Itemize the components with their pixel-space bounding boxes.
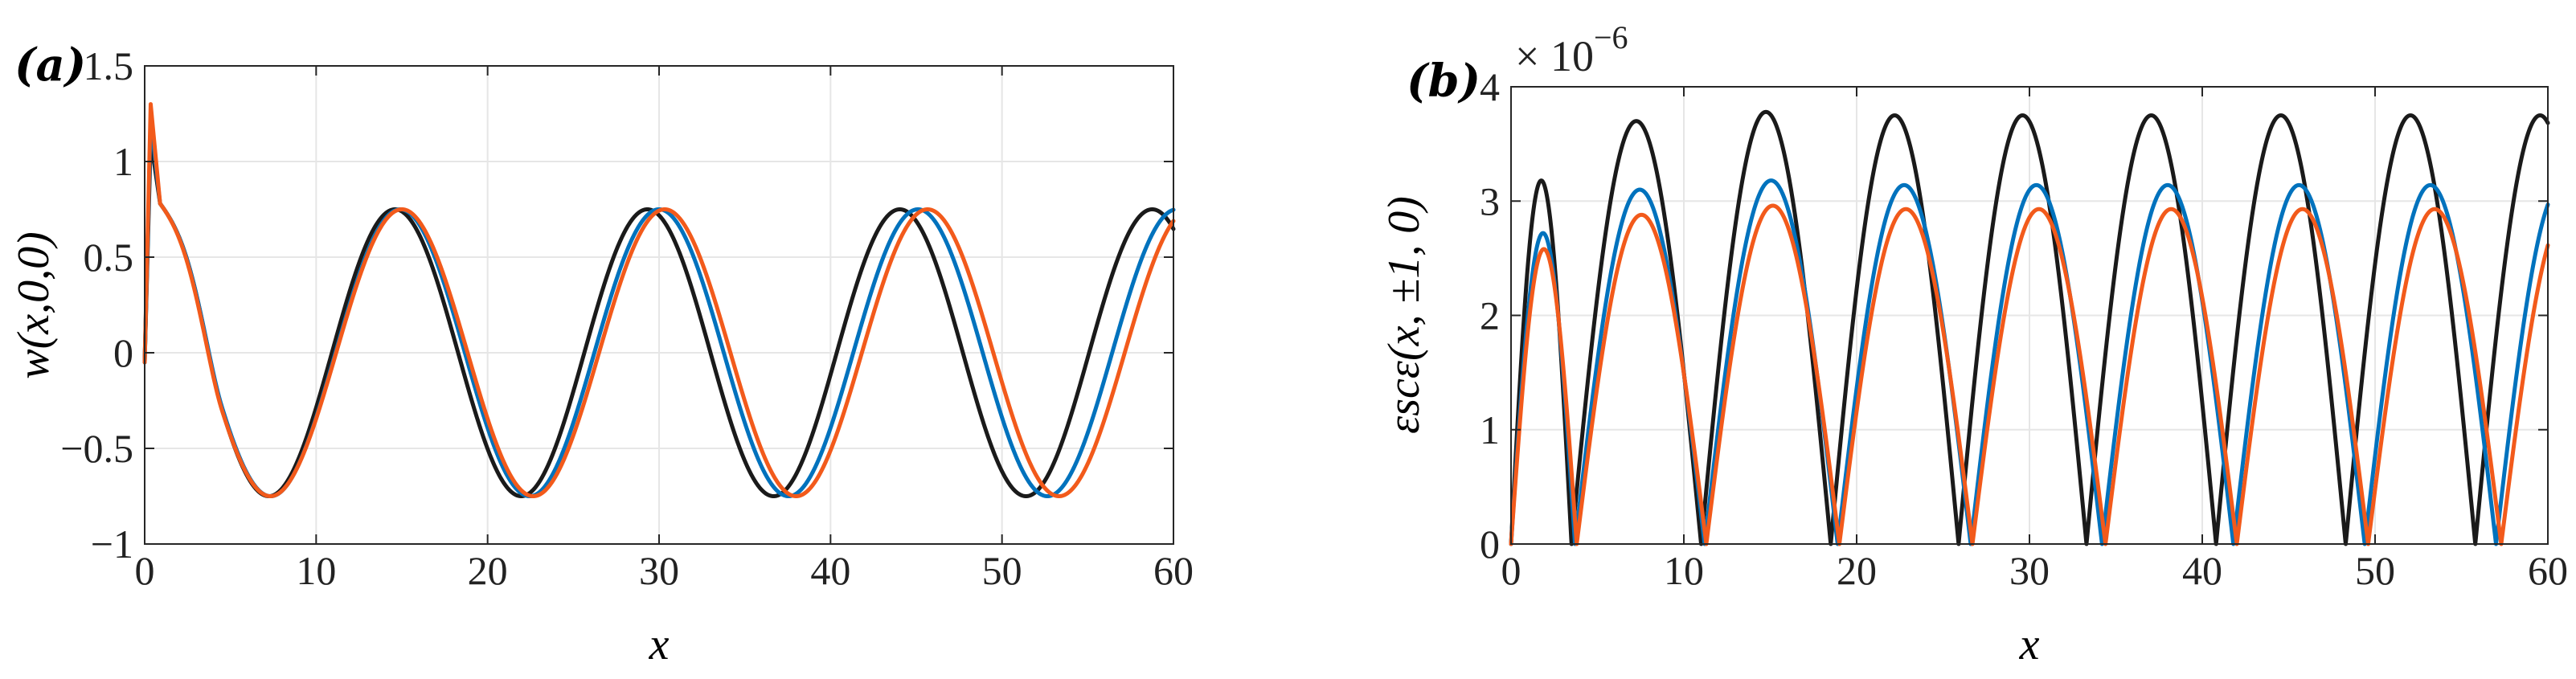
y-axis-label-b: εscε(x, ±1, 0)	[1379, 196, 1429, 434]
ticks-a: 0 10 20 30 40 50 60 −1 −0.5 0 0.5 1 1.5	[60, 43, 1194, 593]
x-tick-label: 40	[2182, 548, 2222, 593]
panel-label-b: (b)	[1407, 55, 1480, 108]
ticks-b: 0 10 20 30 40 50 60 0 1 2 3 4	[1480, 64, 2568, 593]
y-tick-label: 1	[1480, 407, 1500, 452]
x-axis-label-b: x	[2019, 620, 2040, 669]
series-orange-line-b	[1509, 203, 2550, 546]
y-tick-label: 1	[113, 139, 133, 184]
x-axis-label-a: x	[649, 620, 670, 669]
y-tick-label: 3	[1480, 178, 1500, 223]
series-group-a	[142, 102, 1176, 498]
x-tick-label: 20	[1837, 548, 1877, 593]
y-tick-label: −1	[91, 522, 133, 567]
y-tick-label: 2	[1480, 293, 1500, 338]
y-tick-label: 0	[113, 330, 133, 375]
x-tick-label: 0	[1501, 548, 1521, 593]
panel-label-a: (a)	[14, 39, 86, 92]
y-tick-label: 4	[1480, 64, 1500, 109]
grid-a	[144, 65, 1174, 545]
x-tick-label: 50	[2355, 548, 2395, 593]
series-black-line-a	[142, 136, 1176, 498]
x-tick-label: 40	[810, 548, 850, 593]
y-multiplier-b: × 10−6	[1515, 19, 1628, 80]
x-tick-label: 50	[982, 548, 1022, 593]
x-tick-label: 10	[296, 548, 336, 593]
y-tick-label: −0.5	[60, 426, 133, 471]
series-orange-line-a	[142, 102, 1176, 498]
x-tick-label: 10	[1664, 548, 1704, 593]
panel-a: (a) 0 10 20 30 40 50 60 −1 −0.5 0 0.5 1 1.5 x w(x,0,…	[9, 39, 1194, 669]
x-tick-label: 60	[2528, 548, 2568, 593]
series-group-b	[1509, 109, 2550, 546]
x-tick-label: 60	[1153, 548, 1194, 593]
x-tick-label: 30	[2009, 548, 2050, 593]
x-tick-label: 0	[135, 548, 155, 593]
y-tick-label: 0	[1480, 522, 1500, 567]
y-multiplier-text: × 10	[1515, 32, 1594, 80]
x-tick-label: 20	[468, 548, 508, 593]
y-axis-label-a: w(x,0,0)	[9, 231, 59, 379]
x-tick-label: 30	[639, 548, 679, 593]
y-tick-label: 0.5	[84, 235, 134, 280]
panel-b: (b) × 10−6 0 10 20 30 40 50 60 0 1 2 3 4 x εscε(x, …	[1379, 19, 2568, 669]
y-tick-label: 1.5	[84, 43, 134, 88]
y-multiplier-exponent: −6	[1594, 19, 1628, 55]
